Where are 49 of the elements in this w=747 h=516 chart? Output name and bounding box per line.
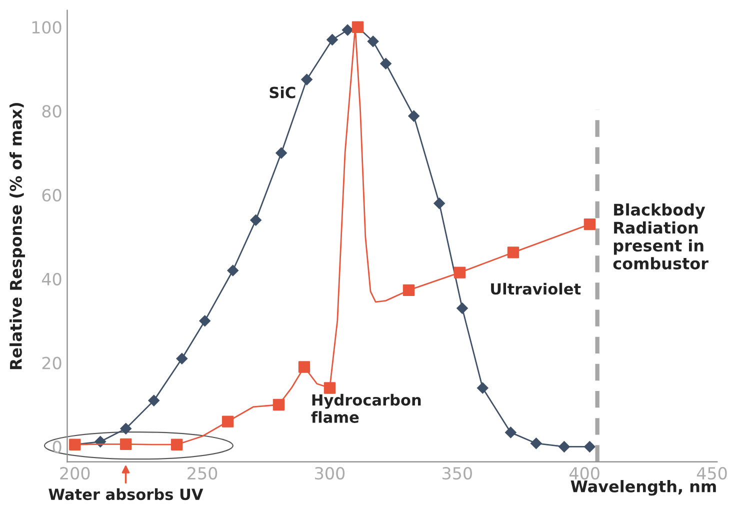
point bbox=[250, 214, 262, 226]
x-tick-label: 200 bbox=[60, 466, 90, 480]
y-axis-title: Relative Response (% of max) bbox=[10, 102, 25, 370]
point bbox=[408, 110, 420, 122]
ref-line-label: Blackbody Radiation present in combustor bbox=[613, 203, 708, 270]
point bbox=[530, 438, 542, 449]
point bbox=[477, 382, 488, 394]
x-tick-label: 300 bbox=[315, 466, 345, 480]
y-tick-label: 40 bbox=[42, 272, 62, 286]
point bbox=[120, 423, 132, 434]
point bbox=[434, 198, 445, 209]
point bbox=[558, 441, 570, 452]
y-tick-label: 0 bbox=[52, 440, 62, 454]
point bbox=[584, 441, 596, 452]
point bbox=[507, 246, 520, 258]
point bbox=[367, 36, 379, 47]
point bbox=[342, 24, 354, 36]
point bbox=[380, 58, 392, 70]
annotation: SiC bbox=[270, 86, 296, 98]
point bbox=[324, 382, 336, 394]
y-tick-label: 100 bbox=[32, 21, 62, 34]
point bbox=[227, 264, 238, 276]
point bbox=[120, 438, 132, 450]
x-tick-label: 250 bbox=[188, 466, 218, 480]
x-axis-title: Wavelength, nm bbox=[570, 480, 716, 496]
x-tick-label: 350 bbox=[442, 466, 472, 480]
point bbox=[326, 34, 338, 46]
point bbox=[272, 398, 285, 411]
x-tick-label: 400 bbox=[570, 466, 600, 480]
point bbox=[276, 147, 287, 159]
point bbox=[170, 438, 183, 450]
y-tick-label: 60 bbox=[42, 188, 62, 202]
annotation: Ultraviolet bbox=[491, 282, 581, 295]
point bbox=[402, 284, 415, 296]
point bbox=[176, 352, 188, 364]
point bbox=[456, 302, 468, 314]
x-tick-label: 450 bbox=[696, 466, 727, 480]
point bbox=[199, 315, 210, 326]
text: Water absorbs UV bbox=[48, 488, 204, 500]
annotation: Hydrocarbon flame bbox=[311, 394, 421, 423]
point bbox=[505, 426, 516, 438]
point bbox=[222, 416, 234, 428]
point bbox=[584, 218, 596, 230]
y-tick-label: 20 bbox=[42, 356, 62, 370]
point bbox=[301, 74, 312, 86]
point bbox=[148, 394, 160, 406]
point bbox=[298, 361, 310, 373]
point bbox=[454, 266, 466, 278]
y-tick-label: 80 bbox=[42, 104, 62, 118]
